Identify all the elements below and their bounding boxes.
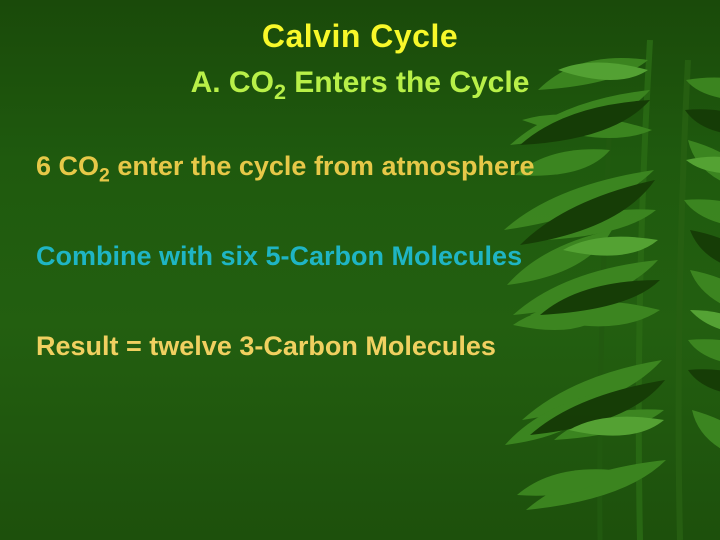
line1-sub: 2 [99,164,110,186]
subtitle-sub: 2 [274,79,286,104]
slide: Calvin Cycle A. CO2 Enters the Cycle 6 C… [0,0,720,540]
slide-title: Calvin Cycle [0,18,720,55]
subtitle-pre: A. CO [191,66,274,99]
slide-subtitle: A. CO2 Enters the Cycle [0,66,720,100]
body-line-3: Result = twelve 3-Carbon Molecules [36,330,496,362]
subtitle-post: Enters the Cycle [286,66,529,99]
body-line-1: 6 CO2 enter the cycle from atmosphere [36,150,535,182]
line1-post: enter the cycle from atmosphere [110,151,535,181]
body-line-2: Combine with six 5-Carbon Molecules [36,240,522,272]
line1-pre: 6 CO [36,151,99,181]
